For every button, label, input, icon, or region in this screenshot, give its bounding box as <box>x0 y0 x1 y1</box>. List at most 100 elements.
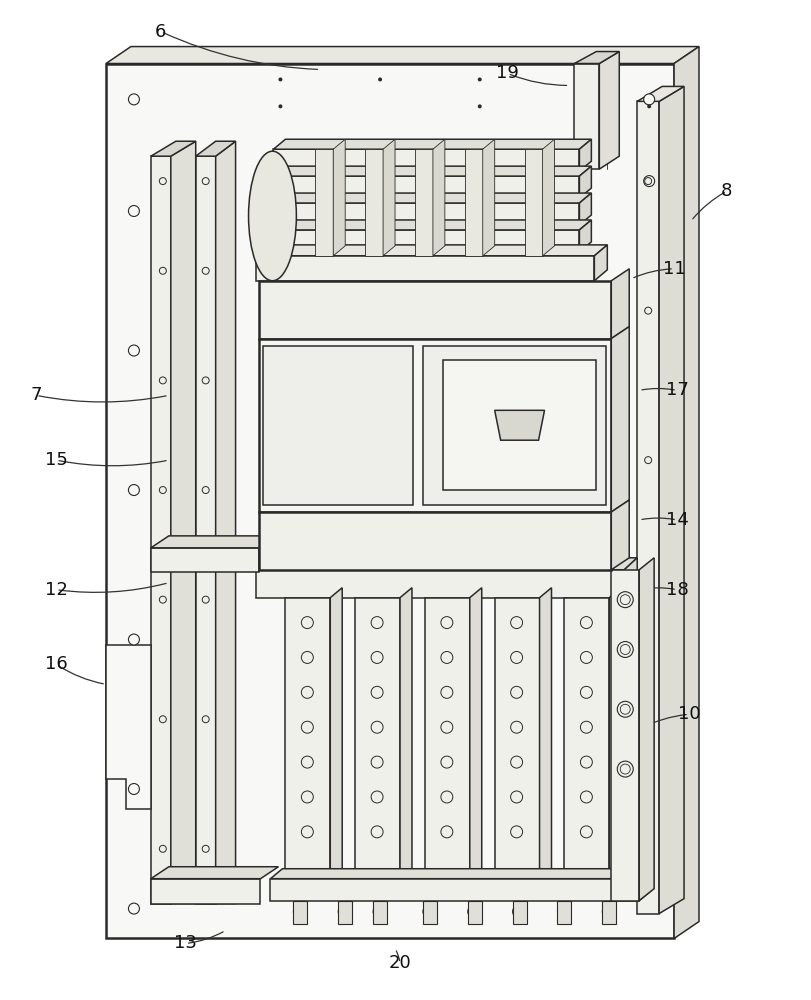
Circle shape <box>278 534 293 548</box>
Polygon shape <box>579 220 591 252</box>
Polygon shape <box>579 139 591 171</box>
Circle shape <box>560 303 574 317</box>
Circle shape <box>478 77 482 81</box>
Circle shape <box>477 530 499 552</box>
Circle shape <box>521 303 534 317</box>
Polygon shape <box>539 588 551 879</box>
Text: 8: 8 <box>721 182 732 200</box>
Polygon shape <box>273 149 579 171</box>
Circle shape <box>355 534 369 548</box>
Circle shape <box>441 651 453 663</box>
Polygon shape <box>383 139 395 256</box>
Circle shape <box>315 303 329 317</box>
Circle shape <box>371 791 383 803</box>
Polygon shape <box>195 141 235 156</box>
Circle shape <box>351 299 373 321</box>
Circle shape <box>511 617 522 629</box>
Polygon shape <box>423 346 607 505</box>
Circle shape <box>617 592 633 608</box>
Circle shape <box>645 178 652 185</box>
Circle shape <box>441 756 453 768</box>
Circle shape <box>159 487 166 494</box>
Circle shape <box>478 104 482 108</box>
Circle shape <box>438 534 452 548</box>
Polygon shape <box>483 139 495 256</box>
Circle shape <box>645 307 652 314</box>
Polygon shape <box>365 149 383 256</box>
Polygon shape <box>259 512 611 570</box>
Circle shape <box>511 651 522 663</box>
Circle shape <box>302 617 313 629</box>
Polygon shape <box>151 141 195 156</box>
Circle shape <box>517 530 539 552</box>
Circle shape <box>477 299 499 321</box>
Polygon shape <box>400 588 412 879</box>
Text: 19: 19 <box>496 64 519 82</box>
Circle shape <box>603 905 616 919</box>
Circle shape <box>202 178 209 185</box>
Circle shape <box>645 766 652 773</box>
Circle shape <box>371 651 383 663</box>
Polygon shape <box>470 588 482 879</box>
Polygon shape <box>603 901 616 924</box>
Circle shape <box>481 303 495 317</box>
Ellipse shape <box>248 151 296 281</box>
Circle shape <box>644 94 654 105</box>
Circle shape <box>311 299 333 321</box>
Polygon shape <box>543 139 555 256</box>
Polygon shape <box>151 536 277 548</box>
Circle shape <box>128 206 139 216</box>
Circle shape <box>434 530 456 552</box>
Polygon shape <box>270 879 639 901</box>
Polygon shape <box>106 47 699 64</box>
Circle shape <box>128 634 139 645</box>
Polygon shape <box>611 269 629 339</box>
Polygon shape <box>574 52 620 64</box>
Circle shape <box>441 791 453 803</box>
Circle shape <box>588 299 611 321</box>
Circle shape <box>202 716 209 723</box>
Circle shape <box>202 845 209 852</box>
Circle shape <box>391 530 413 552</box>
Polygon shape <box>495 410 544 440</box>
Circle shape <box>423 905 437 919</box>
Circle shape <box>159 178 166 185</box>
Circle shape <box>277 217 288 228</box>
Text: 13: 13 <box>174 934 197 952</box>
Circle shape <box>128 903 139 914</box>
Text: 10: 10 <box>678 705 701 723</box>
Circle shape <box>441 721 453 733</box>
Circle shape <box>513 905 526 919</box>
Polygon shape <box>273 203 579 225</box>
Text: 12: 12 <box>45 581 67 599</box>
Circle shape <box>274 530 296 552</box>
Circle shape <box>644 176 654 187</box>
Polygon shape <box>495 598 539 879</box>
Polygon shape <box>151 548 259 572</box>
Circle shape <box>511 686 522 698</box>
Polygon shape <box>255 245 607 256</box>
Polygon shape <box>611 327 629 512</box>
Circle shape <box>511 791 522 803</box>
Polygon shape <box>468 901 482 924</box>
Circle shape <box>645 606 652 613</box>
Circle shape <box>581 826 592 838</box>
Polygon shape <box>513 901 526 924</box>
Circle shape <box>278 77 282 81</box>
Circle shape <box>315 534 329 548</box>
Polygon shape <box>465 149 483 256</box>
Text: 6: 6 <box>155 23 166 41</box>
Text: 15: 15 <box>45 451 67 469</box>
Polygon shape <box>216 141 235 904</box>
Circle shape <box>128 345 139 356</box>
Circle shape <box>556 299 578 321</box>
Polygon shape <box>195 156 216 904</box>
Circle shape <box>645 875 652 882</box>
Circle shape <box>391 299 413 321</box>
Polygon shape <box>423 901 437 924</box>
Polygon shape <box>525 149 543 256</box>
Polygon shape <box>259 339 611 512</box>
Polygon shape <box>255 256 594 281</box>
Circle shape <box>617 761 633 777</box>
Polygon shape <box>639 558 654 901</box>
